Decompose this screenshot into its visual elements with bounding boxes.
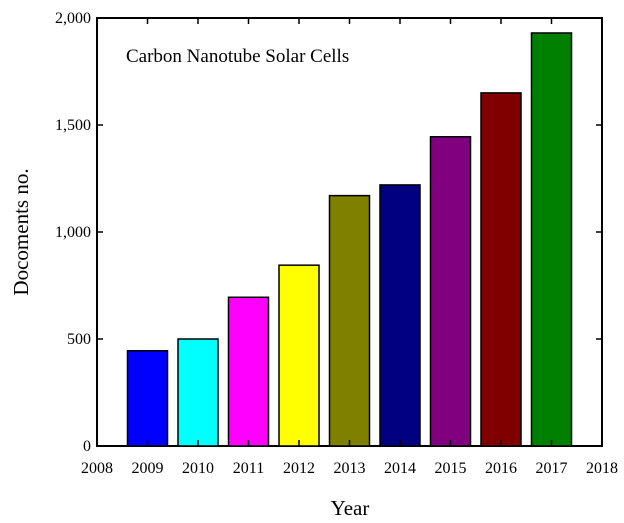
x-tick-label: 2018: [586, 460, 618, 477]
bar-2015: [429, 136, 472, 447]
y-tick-label: 2,000: [55, 10, 91, 27]
bar-2012: [278, 264, 320, 447]
bar-2011: [227, 296, 270, 447]
y-axis-title: Docoments no.: [9, 168, 33, 295]
x-tick-label: 2011: [233, 460, 264, 477]
bar-2009: [126, 350, 169, 447]
y-tick-label: 1,500: [55, 117, 91, 134]
chart-title: Carbon Nanotube Solar Cells: [126, 46, 349, 67]
y-tick-label: 0: [83, 438, 91, 455]
bar-2010: [177, 338, 219, 447]
bar-2016: [480, 92, 522, 447]
x-axis-ticks: 2008 2009 2010 2011 2012 2013 2014 2015 2016 2017…: [81, 18, 618, 477]
x-tick-label: 2010: [182, 460, 214, 477]
x-axis-title: Year: [331, 496, 370, 520]
bar-2014: [379, 184, 421, 447]
bar-2017: [530, 32, 573, 447]
x-tick-label: 2016: [485, 460, 517, 477]
x-tick-label: 2012: [283, 460, 315, 477]
x-tick-label: 2015: [435, 460, 467, 477]
x-tick-label: 2017: [536, 460, 568, 477]
x-tick-label: 2009: [132, 460, 164, 477]
bar-2013: [328, 194, 371, 447]
x-tick-label: 2013: [334, 460, 366, 477]
x-tick-label: 2008: [81, 460, 113, 477]
y-tick-label: 1,000: [55, 224, 91, 241]
y-tick-label: 500: [67, 331, 91, 348]
x-tick-label: 2014: [384, 460, 416, 477]
bars-group: [126, 32, 573, 447]
y-axis-ticks: 0 500 1,000 1,500 2,000: [55, 10, 602, 455]
